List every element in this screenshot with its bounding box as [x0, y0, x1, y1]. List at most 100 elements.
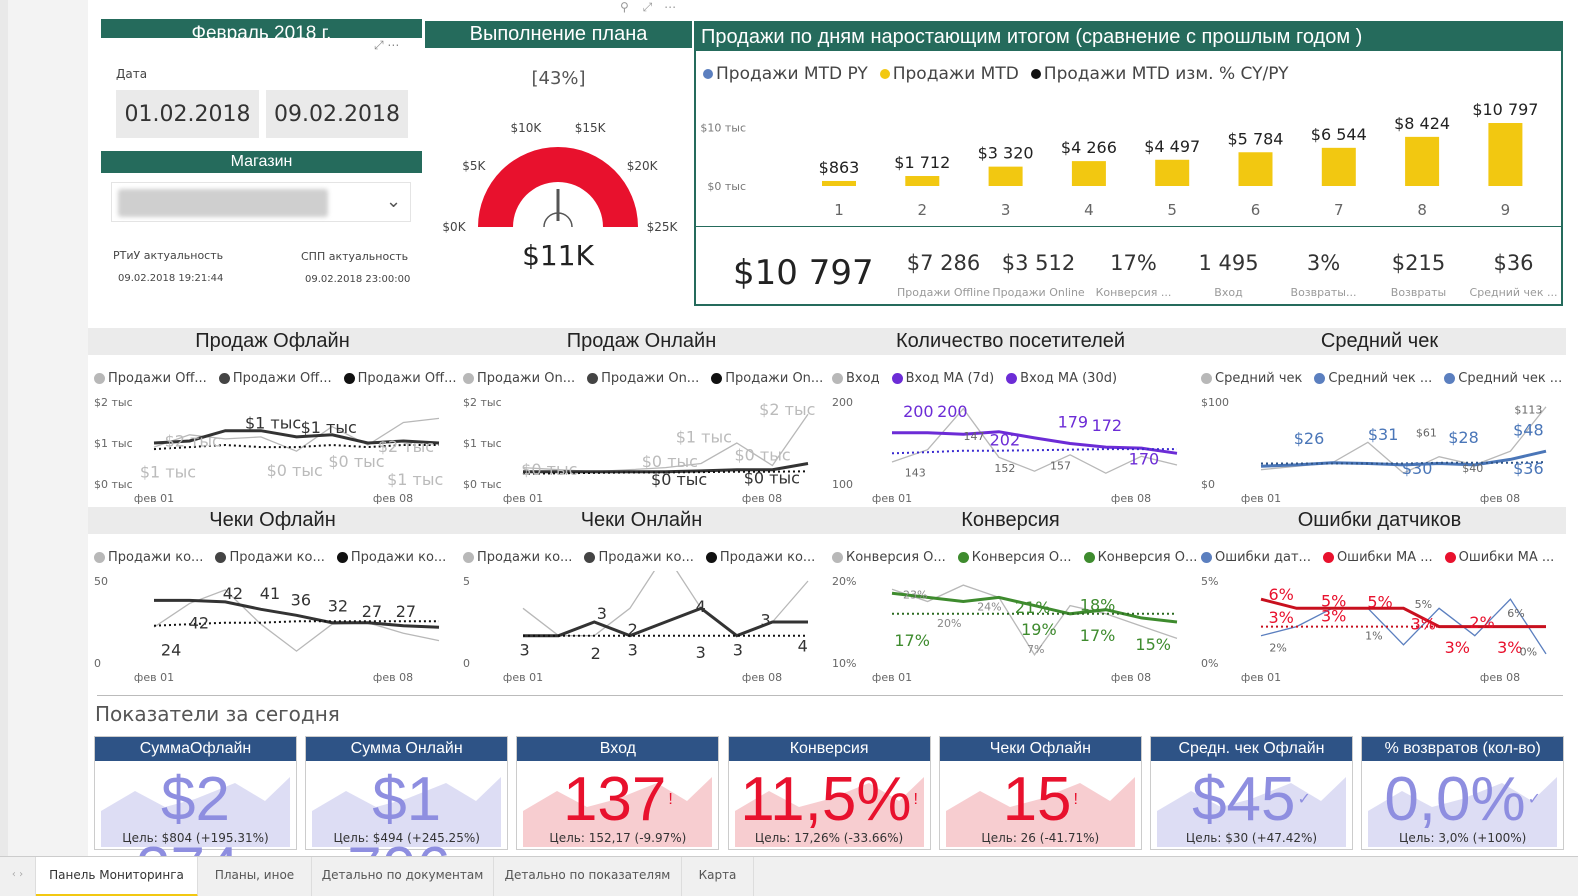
series-line[interactable] — [1260, 449, 1547, 468]
focus-mode-icon[interactable]: ⤢ ⋯ — [374, 38, 400, 52]
date-to-input[interactable]: 09.02.2018 — [266, 90, 408, 138]
legend-item[interactable]: Ошибки MA ... — [1322, 550, 1433, 565]
data-label: 23% — [903, 588, 927, 601]
focus-mode-icon[interactable]: ⤢ — [642, 0, 653, 14]
page-tab[interactable]: Панель Мониторинга — [36, 857, 198, 896]
chart-title: Продаж Офлайн — [195, 330, 350, 352]
data-label: 5% — [1321, 592, 1346, 611]
legend-item[interactable]: Продажи Off... — [343, 371, 456, 386]
data-label: 17% — [894, 631, 930, 650]
legend-item[interactable]: Ошибки дат... — [1201, 550, 1311, 565]
series-line[interactable] — [153, 429, 440, 445]
bar-data-label: $5 784 — [1228, 129, 1284, 148]
data-label: 4 — [798, 637, 808, 656]
chart-legend: Продажи ко... Продажи ко... Продажи ко... — [94, 550, 452, 565]
page-tab[interactable]: Карта — [682, 857, 754, 896]
pin-icon[interactable]: ⚲ — [620, 0, 629, 14]
y-tick-label: $2 тыс — [94, 396, 133, 409]
store-dropdown[interactable]: ⌄ — [111, 182, 411, 222]
x-tick-label: 2 — [918, 201, 928, 219]
kpi-card-goal: Цель: $804 (+195.31%) — [122, 831, 269, 845]
kpi-label: Вход — [1214, 286, 1243, 299]
bar[interactable] — [905, 176, 940, 186]
legend-item[interactable]: Продажи ко... — [584, 550, 694, 565]
kpi-card[interactable]: Средн. чек Офлайн $45 ✓ Цель: $30 (+47.42%) — [1150, 736, 1353, 850]
x-tick-label: фев 08 — [1480, 671, 1520, 683]
data-label: 3% — [1445, 638, 1470, 657]
legend-item[interactable]: Продажи On... — [711, 371, 823, 386]
legend-item[interactable]: Ошибки MA ... — [1444, 550, 1554, 565]
more-options-icon[interactable]: ⋯ — [664, 0, 677, 14]
kpi-label: Средний чек ... — [1469, 286, 1558, 299]
bar[interactable] — [1238, 152, 1273, 186]
trend-row-1-band — [88, 328, 1566, 355]
series-line[interactable] — [154, 598, 440, 629]
chart-title: Конверсия — [961, 509, 1060, 531]
x-tick-label: фев 01 — [1241, 492, 1281, 504]
legend-item[interactable]: Конверсия О... — [832, 550, 946, 565]
bar[interactable] — [822, 180, 856, 186]
bar[interactable] — [1488, 123, 1523, 186]
kpi-card[interactable]: Конверсия 11,5%! Цель: 17,26% (-33.66%) — [727, 736, 931, 850]
series-line[interactable] — [1260, 597, 1546, 629]
legend-item[interactable]: Продажи ко... — [705, 550, 815, 565]
data-label: $40 — [1462, 462, 1483, 475]
date-from-input[interactable]: 01.02.2018 — [116, 90, 259, 138]
chart-title: Средний чек — [1320, 330, 1439, 352]
kpi-card-goal: Цель: 3,0% (+100%) — [1399, 831, 1527, 845]
kpi-card[interactable]: Чеки Офлайн 15! Цель: 26 (-41.71%) — [938, 736, 1142, 850]
legend-item[interactable]: Продажи ко... — [463, 550, 572, 565]
bar[interactable] — [1071, 161, 1106, 186]
legend-item[interactable]: Продажи MTD изм. % CY/PY — [1030, 64, 1288, 84]
series-line[interactable] — [892, 430, 1178, 455]
bar[interactable] — [1155, 159, 1190, 186]
legend-item[interactable]: Вход MA (30d) — [1006, 371, 1117, 386]
legend-item[interactable]: Продажи MTD PY — [703, 64, 868, 84]
legend-item[interactable]: Средний чек ... — [1314, 371, 1432, 386]
page-tab[interactable]: Детально по документам — [312, 857, 494, 896]
series-line[interactable] — [153, 589, 440, 652]
kpi-card[interactable]: Сумма Онлайн$1 706✓Цель: $494 (+245.25%) — [305, 736, 509, 896]
data-label: 32 — [328, 596, 348, 615]
data-label: $2 тыс — [378, 437, 434, 456]
series-line[interactable] — [523, 606, 808, 638]
kpi-card[interactable]: % возвратов (кол-во) 0,0% ✓ Цель: 3,0% (+10… — [1361, 736, 1565, 850]
legend-item[interactable]: Продажи On... — [463, 371, 575, 386]
legend-item[interactable]: Конверсия О... — [1083, 550, 1197, 565]
legend-item[interactable]: Вход MA (7d) — [891, 371, 994, 386]
page-tab[interactable]: Детально по показателям — [494, 857, 682, 896]
legend-item[interactable]: Продажи ко... — [94, 550, 203, 565]
bar[interactable] — [1321, 147, 1356, 186]
kpi-card-title: Конверсия — [728, 737, 930, 761]
series-line[interactable] — [891, 584, 1178, 656]
chart-legend: Конверсия О... Конверсия О... Конверсия О.… — [832, 550, 1203, 565]
legend-item[interactable]: Вход — [832, 371, 880, 386]
legend-item[interactable]: Продажи MTD — [879, 64, 1019, 84]
legend-item[interactable]: Продажи Off... — [94, 371, 207, 386]
data-label: 19% — [1021, 620, 1057, 639]
legend-item[interactable]: Средний чек ... — [1444, 371, 1562, 386]
legend-item[interactable]: Продажи On... — [587, 371, 699, 386]
legend-item[interactable]: Продажи ко... — [215, 550, 325, 565]
tab-scroll-arrows[interactable]: ‹ › — [0, 857, 36, 896]
kpi-card-title: Средн. чек Офлайн — [1151, 737, 1352, 761]
kpi-card[interactable]: СуммаОфлайн$2 374✓Цель: $804 (+195.31%) — [94, 736, 297, 896]
legend-item[interactable]: Средний чек — [1201, 371, 1302, 386]
kpi-card[interactable]: Вход 137! Цель: 152,17 (-9.97%) — [516, 736, 720, 850]
chevron-down-icon[interactable]: ⌄ — [386, 191, 402, 212]
section-divider — [97, 695, 1563, 696]
series-line[interactable] — [523, 462, 809, 474]
legend-item[interactable]: Продажи Off... — [218, 371, 332, 386]
bar[interactable] — [1405, 136, 1440, 186]
x-tick-label: 3 — [1001, 201, 1011, 219]
legend-item[interactable]: Продажи ко... — [336, 550, 446, 565]
series-line[interactable] — [891, 407, 1178, 474]
mtd-kpi-row: $7 286 Продажи Offline $3 512 Продажи Onlin… — [896, 248, 1561, 304]
series-line[interactable] — [1260, 598, 1547, 655]
bar[interactable] — [988, 166, 1023, 186]
page-tab[interactable]: Планы, иное — [198, 857, 312, 896]
series-line[interactable] — [891, 591, 1178, 624]
legend-item[interactable]: Конверсия О... — [957, 550, 1072, 565]
data-label: $36 — [1513, 459, 1544, 478]
